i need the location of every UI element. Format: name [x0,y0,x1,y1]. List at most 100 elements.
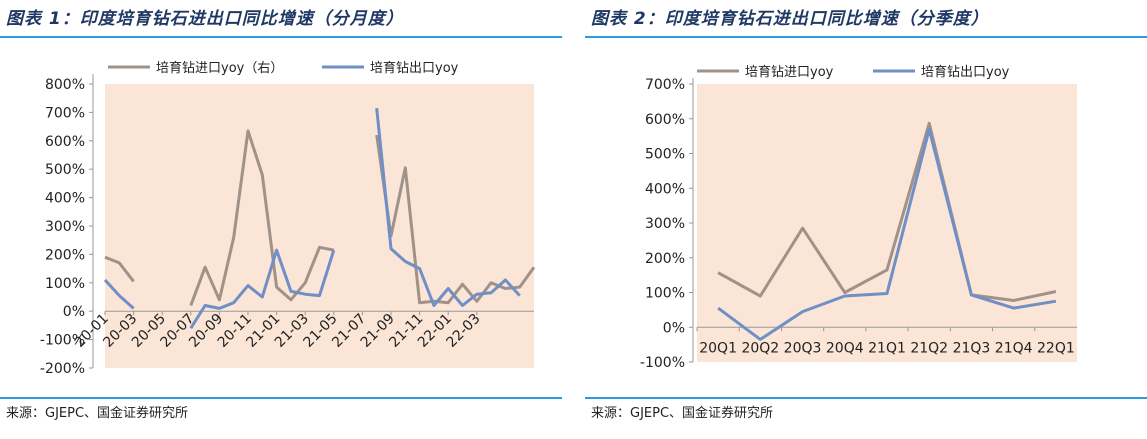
y-tick-label: 0% [663,320,685,336]
y-tick-label: -100% [40,333,85,349]
data-point [275,249,278,252]
data-point [717,271,720,274]
data-point [970,293,973,296]
data-point [132,280,135,283]
legend-label: 培育钻进口yoy（右） [156,60,283,76]
y-tick-label: -200% [40,361,85,377]
data-point [928,122,931,125]
data-point [204,266,207,269]
data-point [261,296,264,299]
data-point [475,293,478,296]
chart-source: 来源：GJEPC、国金证券研究所 [6,406,189,421]
x-tick-label: 21Q4 [995,340,1033,356]
x-tick-label: 20Q2 [741,340,779,356]
data-point [247,284,250,287]
data-point [843,291,846,294]
data-point [533,266,536,269]
data-point [886,268,889,271]
data-point [104,256,107,259]
series-line-export [717,127,1057,341]
data-point [461,283,464,286]
plot-area [697,84,1077,362]
data-point [490,291,493,294]
data-point [475,300,478,303]
y-tick-label: 300% [645,216,685,232]
y-tick-label: 700% [645,77,685,93]
data-point [418,267,421,270]
data-point [318,294,321,297]
data-point [518,294,521,297]
source-rule [0,397,562,399]
data-point [375,107,378,110]
series-line-import [104,255,135,283]
y-tick-label: 500% [645,147,685,163]
data-point [304,281,307,284]
y-tick-label: 700% [45,105,85,121]
y-tick-label: 600% [645,112,685,128]
series-line-export [103,278,135,310]
monthly-chart: -200% -100% 0% 100% 200% 300% 400% 500% 600% 700%… [40,60,536,377]
y-tick-label: -100% [640,355,685,371]
data-point [189,304,192,307]
data-point [275,286,278,289]
quarterly-chart: -100%0%100%200%300%400%500%600%700%20Q1 2… [640,64,1077,371]
data-point [404,166,407,169]
data-point [232,301,235,304]
chart-source: 来源：GJEPC、国金证券研究所 [591,406,774,421]
plot-area [105,84,534,368]
data-point [318,246,321,249]
x-tick-label: 21Q1 [868,340,906,356]
data-point [189,327,192,330]
x-tick-label: 21Q3 [953,340,991,356]
data-point [801,227,804,230]
data-point [843,295,846,298]
y-tick-label: 600% [45,134,85,150]
y-tick-label: 200% [645,251,685,267]
data-point [390,247,393,250]
data-point [304,293,307,296]
x-tick-label: 20Q3 [784,340,822,356]
chart-title: 图表 1：印度培育钻石进出口同比增速（分月度） [6,9,404,29]
y-tick-label: 400% [645,181,685,197]
monthly-chart-panel: 图表 1：印度培育钻石进出口同比增速（分月度） -200% -100% 0% 100%… [0,0,562,439]
x-tick-label: 21Q2 [910,340,948,356]
data-point [928,128,931,131]
data-point [1012,299,1015,302]
data-point [1054,300,1057,303]
series-line-import [189,129,335,307]
y-tick-label: 500% [45,162,85,178]
data-point [289,298,292,301]
data-point [332,249,335,252]
data-point [490,281,493,284]
quarterly-chart-panel: 图表 2：印度培育钻石进出口同比增速（分季度） -100% 0% 100% 200% 3… [585,0,1147,439]
data-point [432,304,435,307]
chart-title: 图表 2：印度培育钻石进出口同比增速（分季度） [591,9,989,29]
data-point [232,236,235,239]
legend-label: 培育钻出口yoy [921,64,1010,80]
data-point [289,290,292,293]
data-point [504,279,507,282]
data-point [247,129,250,132]
data-point [204,304,207,307]
x-tick-label: 20Q4 [826,340,864,356]
y-tick-label: 300% [45,219,85,235]
data-point [801,310,804,313]
data-point [261,173,264,176]
data-point [447,287,450,290]
data-point [218,307,221,310]
x-tick-label: 22Q1 [1037,340,1075,356]
data-point [518,286,521,289]
y-tick-label: 100% [645,286,685,302]
y-tick-label: 400% [45,191,85,207]
series-line-export [375,107,521,307]
y-tick-label: 200% [45,247,85,263]
data-point [1054,290,1057,293]
data-point [886,292,889,295]
data-point [104,279,107,282]
series-line-import [717,121,1057,302]
x-tick-label: 20Q1 [699,340,737,356]
data-point [447,301,450,304]
series-line-export [189,248,336,329]
data-point [118,294,121,297]
series-line-import [375,134,536,305]
